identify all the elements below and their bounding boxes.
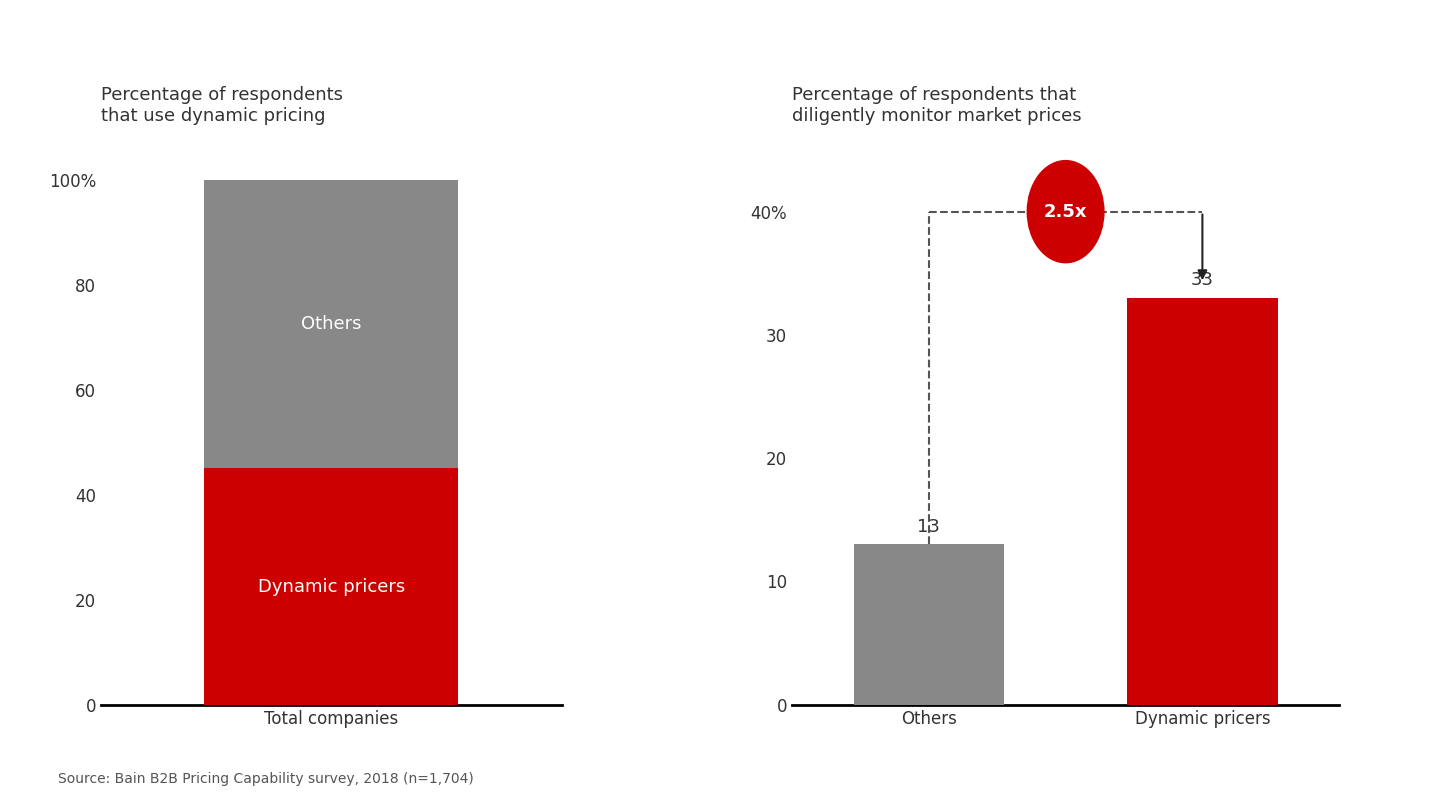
- Text: Source: Bain B2B Pricing Capability survey, 2018 (n=1,704): Source: Bain B2B Pricing Capability surv…: [58, 772, 474, 786]
- Text: 13: 13: [917, 518, 940, 536]
- Ellipse shape: [1027, 160, 1104, 262]
- Bar: [204, 180, 458, 468]
- Text: 2.5x: 2.5x: [1044, 202, 1087, 220]
- Text: Dynamic pricers: Dynamic pricers: [258, 578, 405, 595]
- Text: Percentage of respondents that
diligently monitor market prices: Percentage of respondents that diligentl…: [792, 86, 1081, 125]
- Bar: [1128, 298, 1277, 705]
- Bar: [204, 468, 458, 705]
- Text: Percentage of respondents
that use dynamic pricing: Percentage of respondents that use dynam…: [101, 86, 343, 125]
- Text: 33: 33: [1191, 271, 1214, 289]
- Text: Others: Others: [301, 315, 361, 333]
- Bar: [854, 544, 1004, 705]
